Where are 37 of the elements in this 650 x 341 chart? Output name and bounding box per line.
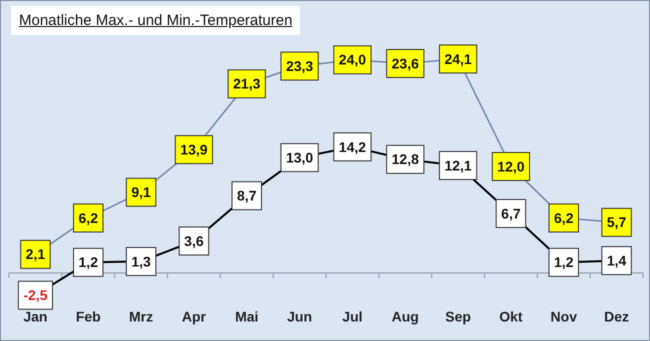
x-tick-label: Sep bbox=[445, 308, 471, 324]
data-label: 13,0 bbox=[286, 149, 314, 166]
data-label: 24,0 bbox=[338, 52, 366, 68]
x-tick-label: Aug bbox=[392, 308, 419, 324]
data-label: 9,1 bbox=[131, 184, 152, 200]
data-label: 12,0 bbox=[497, 158, 525, 174]
data-label: 23,3 bbox=[286, 58, 314, 74]
data-label: 1,2 bbox=[554, 254, 574, 270]
x-tick-label: Apr bbox=[182, 308, 207, 324]
x-tick-label: Feb bbox=[76, 308, 101, 324]
data-label: 6,2 bbox=[78, 210, 98, 226]
data-label: 12,8 bbox=[392, 151, 420, 168]
data-label: 1,2 bbox=[78, 254, 98, 270]
data-label: 21,3 bbox=[233, 76, 261, 92]
data-label: 13,9 bbox=[180, 141, 208, 158]
data-label: 6,7 bbox=[501, 205, 521, 222]
data-label: 5,7 bbox=[606, 214, 627, 230]
x-tick-label: Jun bbox=[287, 308, 312, 324]
data-label: 1,4 bbox=[606, 252, 627, 268]
x-tick-label: Mrz bbox=[129, 308, 154, 324]
x-tick-label: Dez bbox=[604, 308, 630, 324]
data-label: 24,1 bbox=[444, 50, 472, 67]
x-tick-label: Okt bbox=[499, 308, 523, 324]
data-label: 12,1 bbox=[444, 157, 472, 174]
data-label: 23,6 bbox=[392, 55, 420, 72]
data-label: 3,6 bbox=[184, 232, 204, 249]
data-label: -2,5 bbox=[23, 287, 48, 304]
data-label: 1,3 bbox=[131, 253, 152, 270]
data-label: 14,2 bbox=[338, 138, 366, 155]
data-label: 2,1 bbox=[26, 246, 46, 262]
data-label: 6,2 bbox=[554, 210, 574, 226]
data-label: 8,7 bbox=[237, 188, 257, 204]
x-tick-label: Nov bbox=[550, 308, 578, 324]
chart-title: Monatliche Max.- und Min.-Temperaturen bbox=[11, 6, 300, 35]
x-tick-label: Jul bbox=[342, 308, 363, 324]
x-tick-label: Mai bbox=[235, 308, 258, 324]
x-tick-label: Jan bbox=[23, 308, 48, 324]
